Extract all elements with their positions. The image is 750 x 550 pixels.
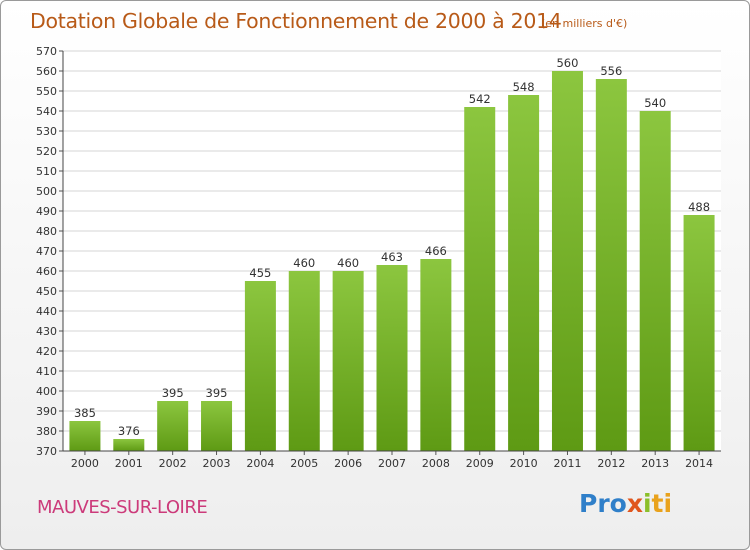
x-tick-label: 2014 [685, 457, 713, 470]
y-tick-label: 490 [36, 205, 57, 218]
x-tick-label: 2004 [246, 457, 274, 470]
bar-value-label: 385 [74, 406, 96, 420]
chart-title: Dotation Globale de Fonctionnement de 20… [30, 9, 562, 33]
chart-subtitle: (en milliers d'€) [541, 17, 628, 30]
commune-name: MAUVES-SUR-LOIRE [37, 497, 208, 518]
bar [244, 281, 276, 451]
bar-value-label: 395 [162, 386, 184, 400]
x-tick-label: 2009 [466, 457, 494, 470]
bar [639, 111, 671, 451]
y-tick-label: 570 [36, 45, 57, 58]
y-tick-label: 410 [36, 365, 57, 378]
y-tick-label: 390 [36, 405, 57, 418]
bar [113, 439, 145, 451]
bar-value-label: 395 [206, 386, 228, 400]
bar [288, 271, 320, 451]
x-tick-label: 2003 [203, 457, 231, 470]
bar [683, 215, 715, 451]
bar-value-label: 548 [513, 80, 535, 94]
y-tick-label: 480 [36, 225, 57, 238]
y-tick-label: 540 [36, 105, 57, 118]
x-tick-label: 2002 [159, 457, 187, 470]
y-tick-label: 550 [36, 85, 57, 98]
bar [69, 421, 101, 451]
y-tick-label: 430 [36, 325, 57, 338]
bar-value-label: 488 [688, 200, 710, 214]
y-tick-label: 520 [36, 145, 57, 158]
y-tick-label: 450 [36, 285, 57, 298]
bar-value-label: 540 [644, 96, 666, 110]
bar [157, 401, 189, 451]
y-tick-label: 370 [36, 445, 57, 458]
bar-value-label: 560 [556, 56, 578, 70]
bar-value-label: 463 [381, 250, 403, 264]
y-tick-label: 420 [36, 345, 57, 358]
x-tick-label: 2011 [553, 457, 581, 470]
bar [332, 271, 364, 451]
x-tick-label: 2008 [422, 457, 450, 470]
bar [420, 259, 452, 451]
bar-value-label: 466 [425, 244, 447, 258]
bar [376, 265, 408, 451]
bar-value-label: 460 [337, 256, 359, 270]
bar [508, 95, 540, 451]
y-tick-label: 400 [36, 385, 57, 398]
x-tick-label: 2012 [597, 457, 625, 470]
proxiti-logo: Proxiti [579, 489, 673, 518]
bar [464, 107, 496, 451]
x-tick-label: 2006 [334, 457, 362, 470]
bar-value-label: 455 [249, 266, 271, 280]
y-tick-label: 440 [36, 305, 57, 318]
y-tick-label: 500 [36, 185, 57, 198]
x-tick-label: 2000 [71, 457, 99, 470]
y-tick-label: 530 [36, 125, 57, 138]
bar [595, 79, 627, 451]
bar [201, 401, 233, 451]
bar [551, 71, 583, 451]
bar-value-label: 556 [600, 64, 622, 78]
y-tick-label: 560 [36, 65, 57, 78]
x-tick-label: 2013 [641, 457, 669, 470]
y-tick-label: 380 [36, 425, 57, 438]
y-tick-label: 510 [36, 165, 57, 178]
x-tick-label: 2010 [510, 457, 538, 470]
x-tick-label: 2001 [115, 457, 143, 470]
x-tick-label: 2005 [290, 457, 318, 470]
x-tick-label: 2007 [378, 457, 406, 470]
y-tick-label: 470 [36, 245, 57, 258]
bar-value-label: 376 [118, 424, 140, 438]
bar-value-label: 460 [293, 256, 315, 270]
bar-value-label: 542 [469, 92, 491, 106]
y-tick-label: 460 [36, 265, 57, 278]
